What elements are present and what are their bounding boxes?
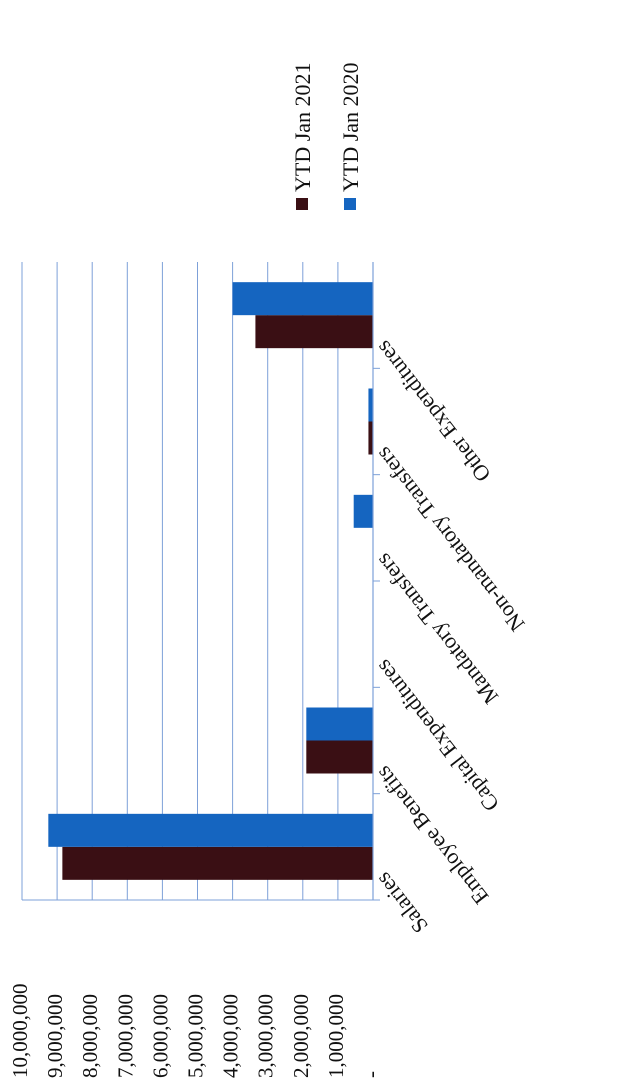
value-tick-label: 7,000,000 [113,994,137,1078]
axes [22,262,380,901]
bar [306,740,373,774]
bar [62,846,374,880]
legend-swatch [344,198,356,210]
legend-label: YTD Jan 2020 [338,62,363,192]
value-tick-label: 8,000,000 [78,994,102,1078]
legend: YTD Jan 2021 YTD Jan 2020 [290,62,363,210]
labels: - 1,000,000 2,000,000 3,000,000 4,000,000 5,0… [8,336,530,1078]
value-tick-label: 5,000,000 [184,994,208,1078]
bar [232,282,373,316]
category-label: Salaries [370,868,433,938]
category-label: Non-mandatory Transfers [370,442,529,636]
bar [368,388,373,422]
legend-swatch [296,198,308,210]
value-tick-label: 3,000,000 [254,994,278,1078]
value-tick-label: 4,000,000 [219,994,243,1078]
bar [306,707,373,741]
value-tick-label: 10,000,000 [8,984,32,1079]
value-tick-label: 9,000,000 [43,994,67,1078]
value-tick-label: 6,000,000 [148,994,172,1078]
bar [353,494,373,528]
bar [255,315,373,349]
value-tick-label: 2,000,000 [289,994,313,1078]
bar [368,421,373,455]
bar [48,813,373,847]
gridlines [21,262,339,900]
value-tick-label: - [359,1071,383,1078]
bars [48,282,374,880]
value-tick-label: 1,000,000 [324,994,348,1078]
legend-label: YTD Jan 2021 [290,62,315,192]
